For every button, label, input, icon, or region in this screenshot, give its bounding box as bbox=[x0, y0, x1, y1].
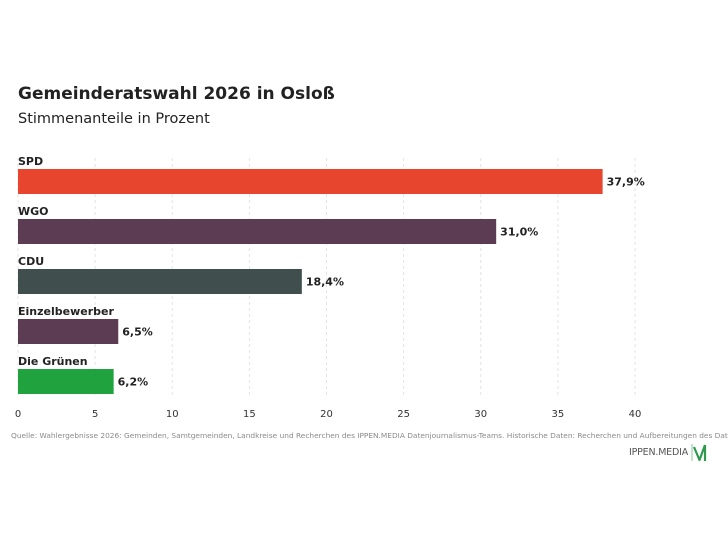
data-label: 37,9% bbox=[607, 176, 645, 189]
bar-einzelbewerber bbox=[18, 319, 119, 344]
category-label: CDU bbox=[18, 255, 44, 268]
x-axis: 0 5 10 15 20 25 30 35 40 bbox=[15, 409, 642, 420]
x-tick-label: 20 bbox=[320, 409, 333, 420]
data-label: 6,2% bbox=[118, 376, 149, 389]
ippen-m-logo-icon bbox=[691, 444, 707, 462]
category-label: Die Grünen bbox=[18, 355, 88, 368]
publisher-logo: IPPEN.MEDIA bbox=[629, 441, 707, 463]
category-label: SPD bbox=[18, 155, 43, 168]
category-label: Einzelbewerber bbox=[18, 305, 114, 318]
x-tick-label: 10 bbox=[166, 409, 179, 420]
source-note: Quelle: Wahlergebnisse 2026: Gemeinden, … bbox=[11, 431, 728, 440]
x-tick-label: 5 bbox=[92, 409, 98, 420]
bar-cdu bbox=[18, 269, 302, 294]
chart-gridlines bbox=[17, 158, 636, 396]
data-label: 18,4% bbox=[306, 276, 344, 289]
x-tick-label: 35 bbox=[552, 409, 565, 420]
category-label: WGO bbox=[18, 205, 49, 218]
x-tick-label: 0 bbox=[15, 409, 21, 420]
chart-subtitle: Stimmenanteile in Prozent bbox=[18, 111, 210, 127]
logo-text: IPPEN.MEDIA bbox=[629, 446, 689, 458]
bar-wgo bbox=[18, 219, 497, 244]
chart-bars: SPD 37,9% WGO 31,0% CDU 18,4% Einzelbewerber 6,… bbox=[18, 155, 645, 394]
data-label: 6,5% bbox=[122, 326, 153, 339]
chart-title: Gemeinderatswahl 2026 in Osloß bbox=[18, 84, 335, 104]
bar-die-grünen bbox=[18, 369, 114, 394]
bar-spd bbox=[18, 169, 603, 194]
x-tick-label: 40 bbox=[629, 409, 642, 420]
x-tick-label: 25 bbox=[397, 409, 410, 420]
x-tick-label: 30 bbox=[474, 409, 487, 420]
bar-chart: SPD 37,9% WGO 31,0% CDU 18,4% Einzelbewerber 6,… bbox=[15, 155, 645, 420]
data-label: 31,0% bbox=[500, 226, 538, 239]
x-tick-label: 15 bbox=[243, 409, 256, 420]
